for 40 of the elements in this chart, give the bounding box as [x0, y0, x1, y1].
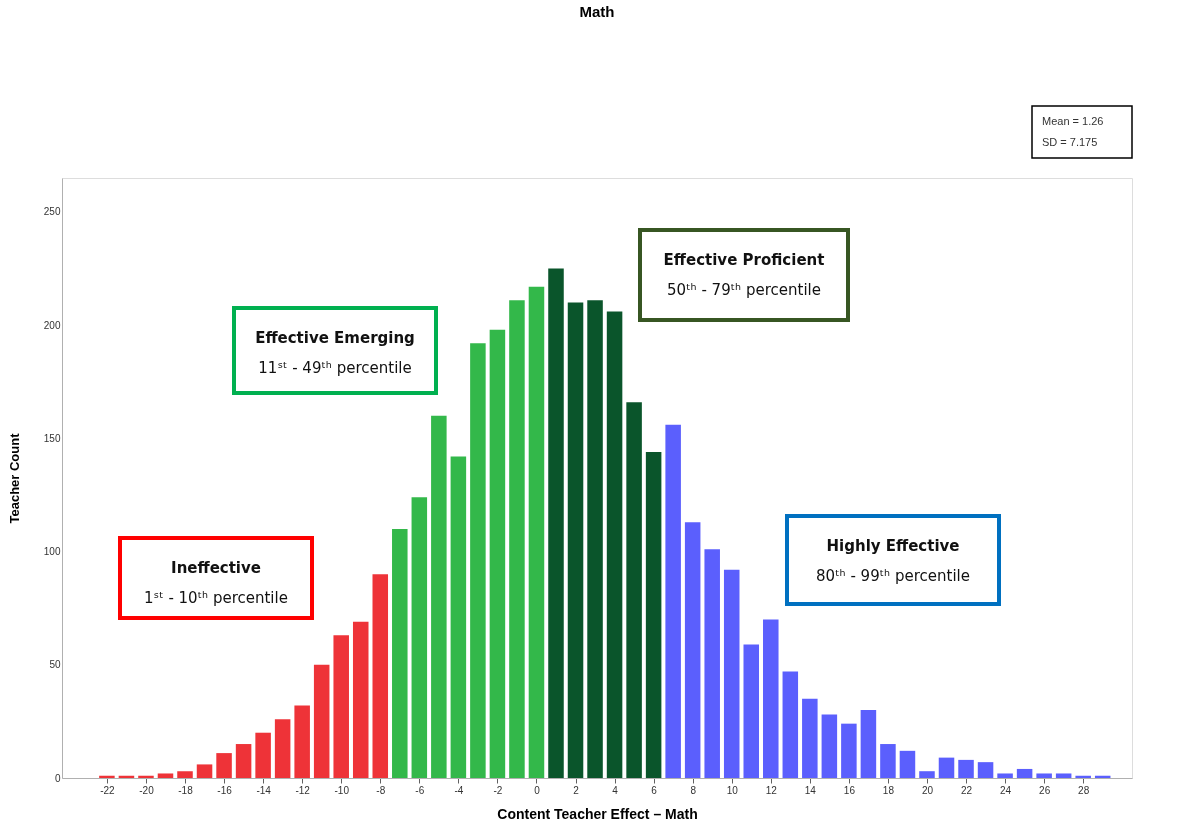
- x-tick-label: 6: [651, 784, 658, 796]
- x-tick-label: 0: [534, 784, 541, 796]
- y-tick-label: 150: [43, 432, 61, 444]
- x-tick-label: 24: [1000, 784, 1012, 796]
- x-axis-title: Content Teacher Effect – Math: [497, 805, 698, 820]
- x-tick-label: -16: [217, 784, 233, 796]
- x-tick-label: 10: [726, 784, 739, 796]
- x-tick-label: 20: [921, 784, 934, 796]
- x-tick-label: -14: [256, 784, 272, 796]
- chart-title: Math: [579, 3, 615, 21]
- y-tick-label: 100: [43, 546, 61, 558]
- x-tick-label: 4: [612, 784, 619, 796]
- annotation: Effective Proficient 50ᵗʰ - 79ᵗʰ percentile: [663, 251, 825, 299]
- x-tick-label: -8: [376, 784, 386, 796]
- annotation: Effective Emerging 11ˢᵗ - 49ᵗʰ percentile: [255, 329, 415, 377]
- x-tick-label: 12: [765, 784, 778, 796]
- x-tick-label: 16: [843, 784, 856, 796]
- x-tick-label: -6: [415, 784, 425, 796]
- x-tick-label: 8: [690, 784, 697, 796]
- x-tick-label: 26: [1039, 784, 1051, 796]
- y-tick-label: 200: [43, 319, 61, 331]
- x-tick-label: 28: [1078, 784, 1090, 796]
- x-tick-label: 14: [804, 784, 817, 796]
- x-tick-label: -18: [178, 784, 194, 796]
- y-tick-label: 0: [54, 772, 61, 784]
- x-tick-label: -12: [295, 784, 311, 796]
- x-tick-label: -2: [493, 784, 503, 796]
- x-tick-label: 18: [882, 784, 895, 796]
- y-axis-title: Teacher Count: [6, 432, 22, 524]
- text: Mean = 1.26 SD = 7.175: [1042, 115, 1104, 148]
- x-tick-label: 22: [960, 784, 973, 796]
- annotation: Highly Effective 80ᵗʰ - 99ᵗʰ percentile: [816, 537, 970, 585]
- y-tick-label: 250: [43, 206, 61, 218]
- x-tick-label: -20: [139, 784, 155, 796]
- x-tick-label: -10: [334, 784, 350, 796]
- x-tick-label: -4: [454, 784, 464, 796]
- annotation: Ineffective 1ˢᵗ - 10ᵗʰ percentile: [144, 559, 288, 607]
- y-tick-label: 50: [49, 659, 61, 671]
- x-tick-label: -22: [100, 784, 116, 796]
- x-tick-label: 2: [573, 784, 580, 796]
